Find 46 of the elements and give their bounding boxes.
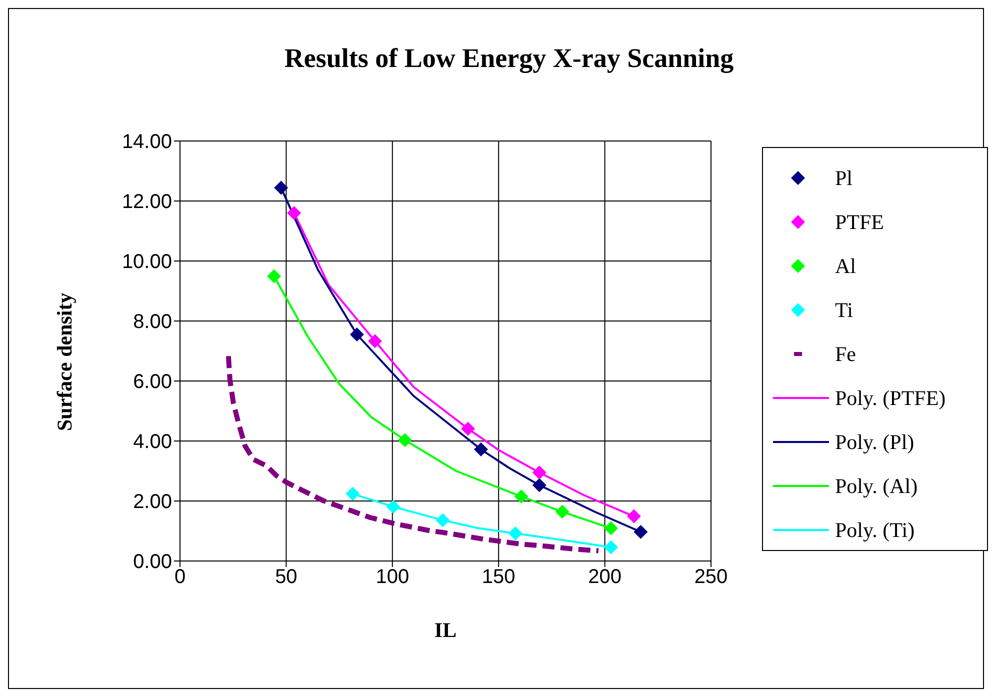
point [436,513,450,528]
legend-label: Poly. (PTFE) [835,386,946,410]
point [287,206,302,220]
legend-label: Poly. (Al) [835,474,918,498]
x-tick-label: 200 [588,566,622,588]
y-axis-title: Surface density [52,292,76,431]
point [386,500,400,514]
y-tick-label: 12.00 [122,191,172,214]
x-axis-title: IL [434,618,457,642]
point [274,180,288,195]
point [350,328,364,342]
x-tick-label: 0 [174,566,186,588]
y-tick-label: 8.00 [133,311,172,334]
y-tick-label: 14.00 [122,131,172,154]
point [555,504,570,519]
legend-label: Poly. (Ti) [835,518,915,542]
point [346,486,360,501]
legend-label: Ti [835,298,853,322]
point [532,478,546,492]
x-tick-label: 100 [376,566,410,588]
point [267,269,282,284]
y-tick-label: 0.00 [133,551,172,574]
point [532,466,546,480]
x-tick-label: 250 [694,566,728,588]
legend-label: Poly. (Pl) [835,430,914,454]
legend-label: Al [835,254,856,278]
point [634,524,648,539]
point [604,540,618,554]
x-tick-label: 50 [275,566,298,588]
point [398,433,412,448]
legend-label: PTFE [835,210,884,234]
y-tick-label: 10.00 [122,251,172,274]
point [461,422,476,436]
point [514,490,528,504]
y-tick-label: 4.00 [133,431,172,454]
chart-title: Results of Low Energy X-ray Scanning [283,43,735,74]
x-tick-label: 150 [482,566,516,588]
y-tick-label: 6.00 [133,371,172,394]
legend-label: Fe [835,342,856,366]
point [604,521,618,536]
point [626,509,641,524]
point [368,334,382,348]
point [474,442,488,456]
y-tick-label: 2.00 [133,491,172,514]
legend-label: Pl [835,166,853,190]
point [508,526,522,540]
